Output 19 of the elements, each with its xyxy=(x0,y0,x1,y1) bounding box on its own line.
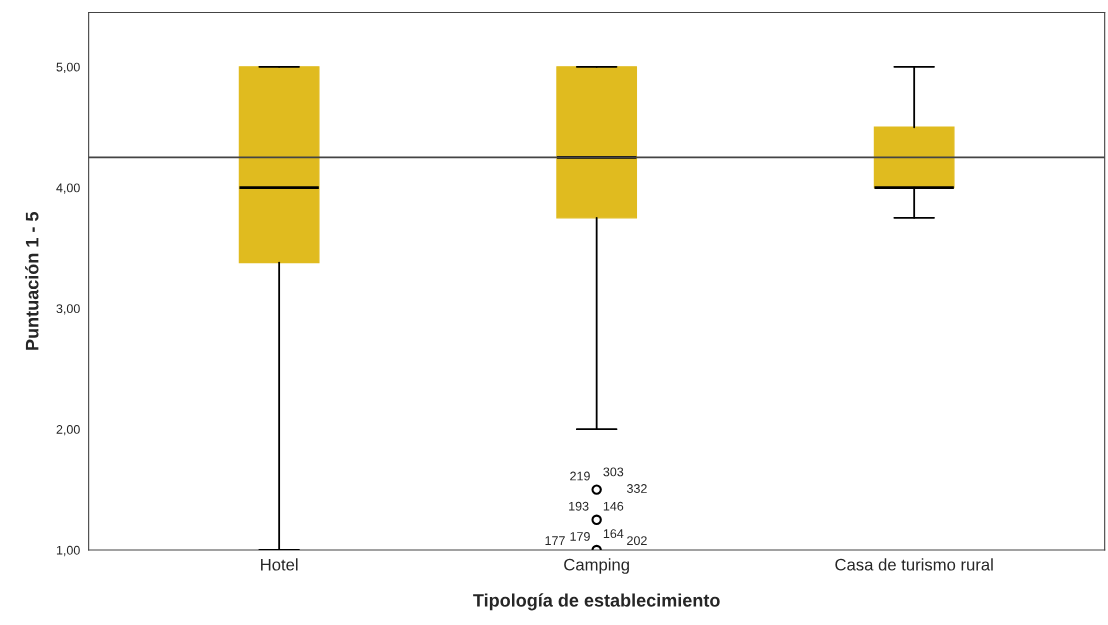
x-axis-title: Tipología de establecimiento xyxy=(473,593,720,611)
annotation: 177 xyxy=(545,536,565,545)
annotation: 179 xyxy=(570,532,590,541)
x-tick-label: Hotel xyxy=(261,558,298,571)
x-tick-label: Camping xyxy=(564,558,629,574)
y-tick-label: 4,00 xyxy=(56,183,80,194)
annotation: 202 xyxy=(627,536,647,546)
annotation: 193 xyxy=(569,501,589,511)
x-tick-label: Casa de turismo rural xyxy=(835,558,993,571)
y-tick-label: 5,00 xyxy=(56,62,80,73)
y-tick-label: 2,00 xyxy=(56,425,80,436)
annotation: 164 xyxy=(603,529,624,539)
y-axis-title: Puntuación 1 - 5 xyxy=(25,212,39,350)
annotation: 219 xyxy=(570,471,590,481)
annotation: 146 xyxy=(603,501,624,511)
annotation: 303 xyxy=(603,467,624,477)
annotation: 332 xyxy=(626,484,647,493)
y-tick-label: 3,00 xyxy=(56,304,80,315)
y-tick-label: 1,00 xyxy=(56,545,80,557)
